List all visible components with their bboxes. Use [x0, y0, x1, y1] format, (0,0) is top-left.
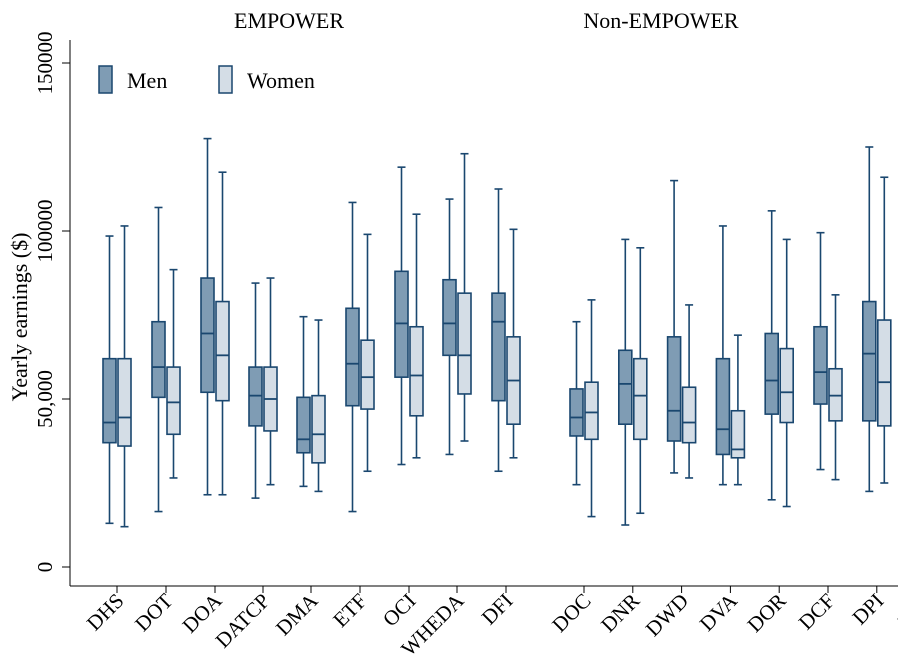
box-men-dor — [764, 210, 780, 501]
iqr-box — [813, 325, 828, 405]
box-women-oci — [409, 213, 424, 459]
iqr-box — [715, 357, 731, 456]
iqr-box — [409, 325, 424, 417]
iqr-box — [102, 357, 117, 444]
iqr-box — [345, 307, 360, 407]
legend-swatch-women — [218, 65, 233, 94]
box-men-datcp — [248, 282, 263, 499]
iqr-box — [779, 347, 795, 424]
box-women-doa — [215, 171, 230, 496]
y-axis-title: Yearly earnings ($) — [7, 233, 32, 402]
iqr-box — [200, 277, 215, 394]
y-tick-label: 50,000 — [33, 370, 57, 428]
box-women-dnr — [632, 247, 648, 515]
iqr-box — [117, 357, 132, 447]
box-men-etf — [345, 201, 360, 513]
box-men-wheda — [442, 198, 457, 456]
y-ticks: 0 50,000 100000 150000 — [33, 32, 70, 573]
box-men-dhs — [102, 235, 117, 525]
iqr-box — [442, 278, 457, 357]
box-women-dcf — [828, 294, 843, 481]
legend-label-women: Women — [247, 68, 315, 93]
iqr-box — [151, 320, 166, 399]
y-tick-label: 0 — [33, 562, 57, 573]
panel-title-empower: EMPOWER — [234, 8, 344, 33]
iqr-box — [296, 396, 311, 454]
iqr-box — [215, 300, 230, 402]
iqr-box — [166, 366, 181, 436]
iqr-box — [764, 332, 780, 415]
box-men-dot — [151, 206, 166, 513]
iqr-box — [861, 300, 877, 422]
box-women-dva — [730, 334, 746, 486]
legend-swatch-men — [98, 65, 113, 94]
y-tick-label: 150000 — [33, 32, 57, 95]
legend-label-men: Men — [127, 68, 167, 93]
box-men-dwd — [666, 179, 682, 474]
iqr-box — [666, 336, 682, 442]
y-tick-label: 100000 — [33, 200, 57, 263]
iqr-box — [569, 388, 584, 437]
box-men-doa — [200, 137, 215, 496]
box-men-dfi — [491, 188, 506, 473]
legend: Men Women — [98, 65, 315, 94]
box-women-doc — [584, 299, 599, 518]
panel-title-non-empower: Non-EMPOWER — [583, 8, 739, 33]
iqr-box — [632, 357, 648, 441]
iqr-box — [730, 409, 746, 459]
box-women-dor — [779, 238, 795, 508]
box-women-dhs — [117, 225, 132, 528]
box-women-etf — [360, 233, 375, 473]
box-women-dot — [166, 268, 181, 479]
iqr-box — [360, 339, 375, 410]
box-women-dma — [311, 319, 326, 493]
box-men-dma — [296, 315, 311, 488]
box-women-dwd — [681, 304, 697, 479]
iqr-box — [457, 292, 472, 395]
box-women-dpi — [876, 176, 892, 484]
box-women-datcp — [263, 277, 278, 486]
box-men-dpi — [861, 146, 877, 493]
box-groups — [102, 137, 892, 528]
box-women-wheda — [457, 152, 472, 442]
iqr-box — [876, 319, 892, 427]
box-men-dva — [715, 225, 731, 486]
iqr-box — [681, 386, 697, 444]
iqr-box — [491, 292, 506, 402]
box-men-doc — [569, 320, 584, 486]
iqr-box — [311, 394, 326, 464]
iqr-box — [617, 349, 633, 425]
box-men-dcf — [813, 231, 828, 471]
box-men-dnr — [617, 238, 633, 526]
iqr-box — [584, 381, 599, 441]
box-women-dfi — [506, 228, 521, 459]
box-men-oci — [394, 166, 409, 466]
